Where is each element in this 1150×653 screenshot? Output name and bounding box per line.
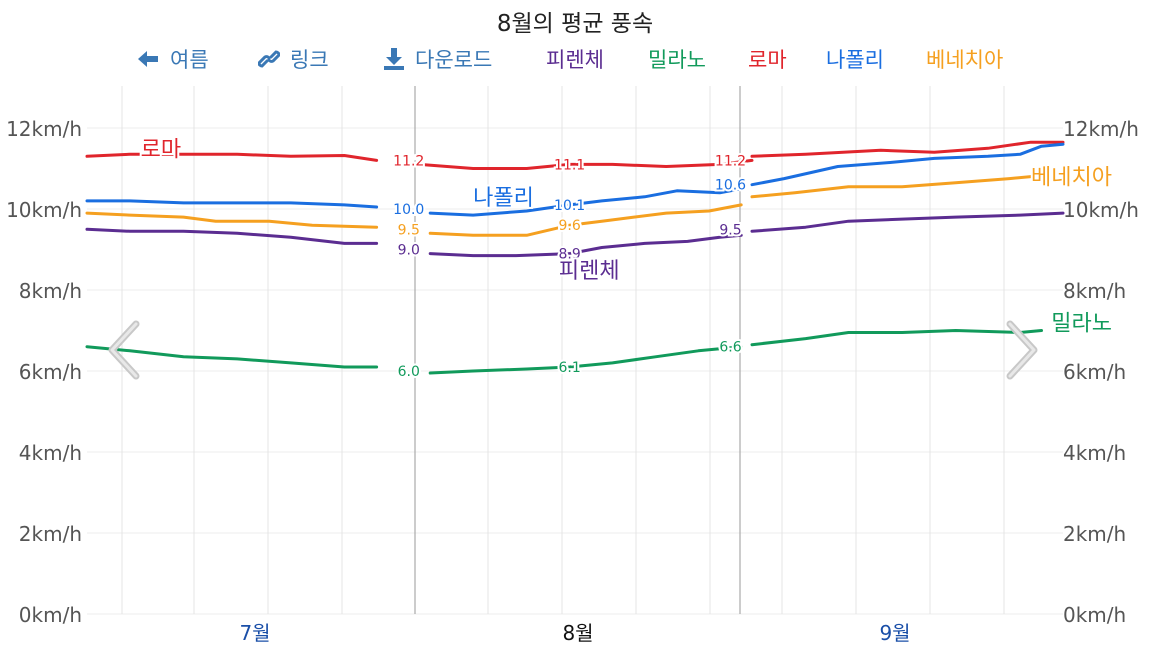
link-button-label: 링크 (290, 48, 329, 72)
value-label-milano: 6.0 (398, 364, 420, 380)
legend-label-venezia: 베네치아 (926, 48, 1004, 72)
series-name-label-milano: 밀라노 (1051, 311, 1112, 336)
y-tick-label-left: 6km/h (19, 360, 82, 384)
y-tick-label-right: 12km/h (1063, 117, 1139, 141)
x-axis: 7월 8월 9월 (239, 621, 910, 645)
value-label-milano: 6.6 (719, 340, 741, 356)
series-name-label-napoli: 나폴리 (473, 186, 534, 211)
x-month-label: 7월 (239, 621, 270, 645)
legend-label-milano: 밀라노 (648, 48, 706, 72)
y-tick-label-left: 2km/h (19, 522, 82, 546)
value-label-venezia: 9.6 (559, 218, 581, 234)
download-button[interactable]: 다운로드 (383, 42, 492, 76)
series-line-roma (750, 140, 1065, 158)
value-label-napoli: 10.1 (554, 198, 585, 214)
value-label-firenze: 8.9 (559, 247, 581, 263)
series-line-venezia (85, 211, 379, 229)
series-line-roma (85, 152, 379, 162)
y-tick-label-right: 6km/h (1063, 360, 1126, 384)
series-line-roma (418, 158, 754, 170)
legend-item-napoli[interactable]: 나폴리 (826, 42, 884, 76)
download-button-label: 다운로드 (415, 48, 493, 72)
series-line-firenze (428, 233, 743, 258)
y-tick-label-right: 8km/h (1063, 279, 1126, 303)
y-tick-label-right: 4km/h (1063, 441, 1126, 465)
series-line-firenze (750, 211, 1065, 233)
value-label-venezia: 9.5 (398, 222, 420, 238)
legend-item-firenze[interactable]: 피렌체 (546, 42, 604, 76)
y-tick-label-left: 10km/h (6, 198, 82, 222)
download-icon (384, 48, 404, 70)
label-group: 11.2 11.1 11.2 10.0 10.1 10.6 9.5 9.6 9.0 8.9 9.5 6… (139, 135, 1114, 382)
series-name-label-venezia: 베네치아 (1031, 166, 1112, 191)
series-line-venezia (428, 203, 743, 237)
legend-label-firenze: 피렌체 (546, 48, 604, 72)
series-line-venezia (750, 175, 1033, 199)
value-label-napoli: 10.6 (715, 178, 746, 194)
series-group (85, 140, 1065, 375)
toolbar: 여름 링크 다운로드 피렌체 밀라노 로마 나폴리 베네치아 (0, 42, 1150, 76)
value-label-milano: 6.1 (559, 360, 581, 376)
value-label-napoli: 10.0 (393, 202, 424, 218)
series-line-milano (428, 345, 743, 375)
series-name-label-firenze: 피렌체 (559, 259, 620, 284)
link-button[interactable]: 링크 (258, 42, 329, 76)
y-axis-left: 0km/h 2km/h 4km/h 6km/h 8km/h 10km/h 12km/h (6, 117, 82, 627)
chart-title: 8월의 평균 풍속 (496, 11, 654, 37)
series-name-label-roma: 로마 (141, 137, 181, 162)
legend-item-venezia[interactable]: 베네치아 (926, 42, 1003, 76)
value-label-roma: 11.1 (554, 157, 585, 173)
y-tick-label-left: 0km/h (19, 603, 82, 627)
y-tick-label-right: 0km/h (1063, 603, 1126, 627)
series-line-firenze (85, 227, 379, 245)
link-icon (258, 50, 280, 68)
y-tick-label-right: 10km/h (1063, 198, 1139, 222)
y-axis-right: 0km/h 2km/h 4km/h 6km/h 8km/h 10km/h 12km/h (1063, 117, 1139, 627)
series-line-napoli (85, 199, 379, 209)
value-label-firenze: 9.5 (719, 222, 741, 238)
legend-item-roma[interactable]: 로마 (748, 42, 787, 76)
value-label-roma: 11.2 (393, 153, 424, 169)
back-button[interactable]: 여름 (136, 42, 209, 76)
legend-label-napoli: 나폴리 (826, 48, 884, 72)
value-label-firenze: 9.0 (398, 243, 420, 259)
arrow-left-icon (138, 51, 158, 67)
series-line-milano (750, 329, 1043, 347)
y-tick-label-left: 8km/h (19, 279, 82, 303)
x-month-label: 9월 (879, 621, 910, 645)
series-line-milano (85, 345, 379, 369)
y-tick-label-left: 4km/h (19, 441, 82, 465)
chevron-left-icon[interactable] (106, 320, 142, 380)
legend-label-roma: 로마 (748, 48, 787, 72)
y-tick-label-right: 2km/h (1063, 522, 1126, 546)
series-line-napoli (750, 142, 1065, 187)
x-month-label: 8월 (562, 621, 593, 645)
chevron-right-icon[interactable] (1004, 320, 1040, 380)
back-button-label: 여름 (170, 48, 209, 72)
y-tick-label-left: 12km/h (6, 117, 82, 141)
value-label-roma: 11.2 (715, 153, 746, 169)
series-line-napoli (428, 187, 743, 217)
legend-item-milano[interactable]: 밀라노 (648, 42, 706, 76)
